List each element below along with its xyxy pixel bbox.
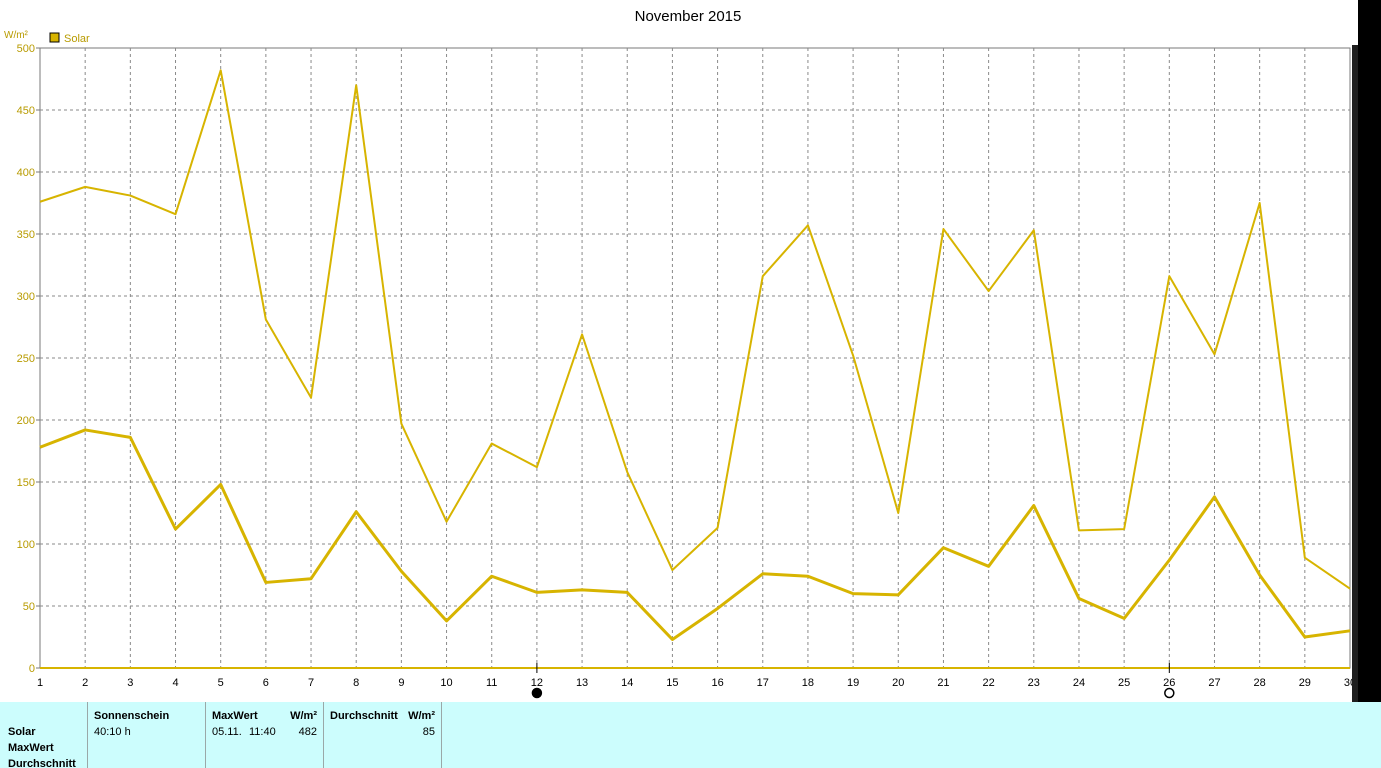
x-tick-label: 3 bbox=[127, 677, 133, 689]
x-tick-label: 2 bbox=[82, 677, 88, 689]
date-maxwert: 05.11. bbox=[212, 726, 242, 738]
x-tick-label: 21 bbox=[937, 677, 949, 689]
x-tick-label: 19 bbox=[847, 677, 859, 689]
solar-chart: November 2015 W/m² Solar 050100150200250… bbox=[4, 8, 1356, 699]
x-tick-label: 26 bbox=[1163, 677, 1175, 689]
x-tick-label: 17 bbox=[757, 677, 769, 689]
x-tick-label: 14 bbox=[621, 677, 633, 689]
legend-label-solar: Solar bbox=[64, 33, 90, 45]
x-tick-label: 22 bbox=[982, 677, 994, 689]
x-tick-label: 10 bbox=[440, 677, 452, 689]
summary-col-durchschnitt: Durchschnitt W/m² 85 bbox=[324, 702, 442, 768]
y-tick-label: 100 bbox=[17, 539, 35, 551]
x-tick-label: 7 bbox=[308, 677, 314, 689]
y-tick-label: 350 bbox=[17, 229, 35, 241]
series-layer bbox=[39, 69, 1351, 641]
x-tick-label: 24 bbox=[1073, 677, 1085, 689]
x-tick-label: 8 bbox=[353, 677, 359, 689]
unit-maxwert: W/m² bbox=[290, 710, 317, 722]
x-tick-label: 27 bbox=[1208, 677, 1220, 689]
header-sonnenschein: Sonnenschein bbox=[94, 710, 170, 722]
unit-durchschnitt: W/m² bbox=[408, 710, 435, 722]
header-durchschnitt: Durchschnitt bbox=[330, 710, 398, 722]
summary-col-sonnenschein: Sonnenschein 40:10 h bbox=[88, 702, 206, 768]
right-edge-bar bbox=[1358, 0, 1381, 702]
row-label-durchschnitt: Durchschnitt bbox=[8, 758, 76, 768]
x-tick-label: 18 bbox=[802, 677, 814, 689]
y-tick-label: 300 bbox=[17, 291, 35, 303]
x-tick-label: 28 bbox=[1254, 677, 1266, 689]
y-tick-label: 400 bbox=[17, 167, 35, 179]
y-tick-label: 250 bbox=[17, 353, 35, 365]
x-axis-ticks: 1 2 3 4 5 6 7 8 9 10 11 12 13 14 15 16 17 18 19 20 21 22 23 24 2… bbox=[37, 677, 1356, 689]
value-maxwert: 482 bbox=[298, 726, 317, 738]
summary-col-maxwert: MaxWert W/m² 05.11. 11:40 482 bbox=[206, 702, 324, 768]
value-sonnenschein: 40:10 h bbox=[94, 726, 131, 738]
x-tick-label: 9 bbox=[398, 677, 404, 689]
value-durchschnitt: 85 bbox=[422, 726, 435, 738]
full-moon-icon bbox=[1164, 687, 1175, 699]
x-tick-label: 12 bbox=[531, 677, 543, 689]
x-tick-label: 6 bbox=[263, 677, 269, 689]
y-tick-label: 450 bbox=[17, 105, 35, 117]
x-tick-label: 4 bbox=[172, 677, 178, 689]
summary-table: Solar MaxWert Durchschnitt Sonnenschein … bbox=[0, 702, 1381, 768]
y-axis-ticks: 0 50 100 150 200 250 300 350 400 450 500 bbox=[17, 43, 35, 675]
x-tick-label: 13 bbox=[576, 677, 588, 689]
summary-row-labels: Solar MaxWert Durchschnitt bbox=[0, 702, 88, 768]
x-tick-label: 23 bbox=[1028, 677, 1040, 689]
x-tick-label: 5 bbox=[218, 677, 224, 689]
new-moon-icon bbox=[531, 687, 543, 699]
y-tick-label: 50 bbox=[23, 601, 35, 613]
y-axis-unit: W/m² bbox=[4, 30, 29, 41]
header-maxwert: MaxWert bbox=[212, 710, 258, 722]
time-maxwert: 11:40 bbox=[249, 726, 276, 738]
row-label-solar: Solar bbox=[8, 726, 36, 738]
right-edge-shadow bbox=[1352, 45, 1358, 702]
x-tick-label: 11 bbox=[486, 677, 497, 689]
chart-title: November 2015 bbox=[635, 8, 742, 25]
x-tick-label: 16 bbox=[711, 677, 723, 689]
row-label-maxwert: MaxWert bbox=[8, 742, 54, 754]
x-tick-label: 25 bbox=[1118, 677, 1130, 689]
x-tick-label: 29 bbox=[1299, 677, 1311, 689]
y-tick-label: 150 bbox=[17, 477, 35, 489]
y-tick-label: 0 bbox=[29, 663, 35, 675]
x-tick-label: 20 bbox=[892, 677, 904, 689]
x-tick-label: 1 bbox=[37, 677, 43, 689]
y-tick-label: 200 bbox=[17, 415, 35, 427]
series-line-solar-avg bbox=[39, 428, 1351, 641]
series-line-solar-max bbox=[39, 69, 1351, 590]
legend-swatch-solar bbox=[49, 32, 60, 43]
y-tick-label: 500 bbox=[17, 43, 35, 55]
x-tick-label: 15 bbox=[666, 677, 678, 689]
grid bbox=[36, 47, 1350, 669]
moon-markers bbox=[531, 663, 1175, 699]
